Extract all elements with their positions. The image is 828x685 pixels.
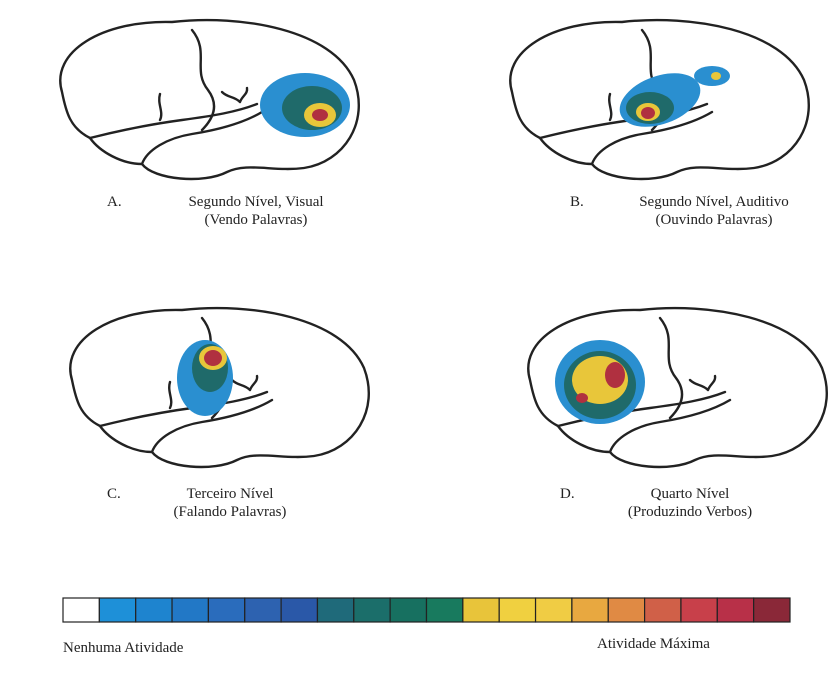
scale-max-label: Atividade Máxima: [597, 636, 710, 652]
panel-d: D. Quarto Nível (Produzindo Verbos): [528, 308, 827, 520]
scale-swatch: [136, 598, 172, 622]
figure: A. Segundo Nível, Visual (Vendo Palavras…: [0, 0, 828, 685]
activation: [260, 73, 350, 137]
scale-swatch: [245, 598, 281, 622]
panel-letter: C.: [107, 486, 121, 502]
activation: [612, 63, 730, 137]
panel-subtitle: (Ouvindo Palavras): [655, 212, 772, 228]
panel-subtitle: (Vendo Palavras): [205, 212, 308, 228]
scale-swatch: [354, 598, 390, 622]
panel-title: Terceiro Nível: [187, 486, 274, 502]
color-scale: [63, 598, 790, 622]
scale-swatch: [427, 598, 463, 622]
scale-swatch: [281, 598, 317, 622]
panel-subtitle: (Produzindo Verbos): [628, 504, 752, 520]
scale-min-label: Nenhuma Atividade: [63, 640, 184, 656]
scale-swatch: [390, 598, 426, 622]
panel-b: B. Segundo Nível, Auditivo (Ouvindo Pala…: [510, 20, 809, 228]
scale-swatch: [645, 598, 681, 622]
panel-letter: B.: [570, 194, 584, 210]
activation: [177, 340, 233, 416]
scale-swatch: [754, 598, 790, 622]
panel-title: Segundo Nível, Visual: [188, 194, 323, 210]
scale-swatch: [717, 598, 753, 622]
scale-swatch: [681, 598, 717, 622]
scale-swatch: [208, 598, 244, 622]
panel-c: C. Terceiro Nível (Falando Palavras): [70, 308, 369, 520]
panel-letter: D.: [560, 486, 575, 502]
scale-swatch: [572, 598, 608, 622]
scale-swatch: [463, 598, 499, 622]
panel-title: Segundo Nível, Auditivo: [639, 194, 789, 210]
scale-swatch: [63, 598, 99, 622]
scale-swatch: [536, 598, 572, 622]
scale-swatch: [99, 598, 135, 622]
panel-title: Quarto Nível: [651, 486, 730, 502]
scale-swatch: [608, 598, 644, 622]
panel-subtitle: (Falando Palavras): [174, 504, 287, 520]
scale-swatch: [499, 598, 535, 622]
panel-a: A. Segundo Nível, Visual (Vendo Palavras…: [60, 20, 359, 228]
scale-swatch: [317, 598, 353, 622]
activation: [555, 340, 645, 424]
panel-letter: A.: [107, 194, 122, 210]
scale-swatch: [172, 598, 208, 622]
